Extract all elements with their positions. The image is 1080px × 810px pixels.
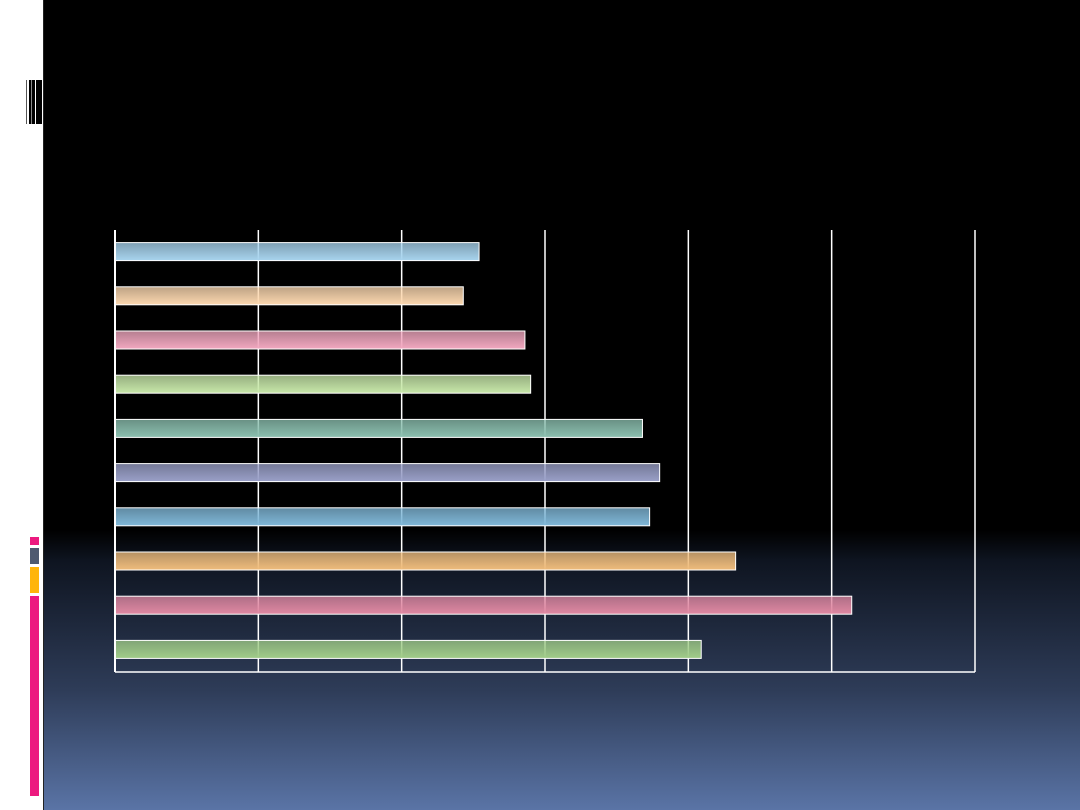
accent-bar-pink-long	[30, 596, 39, 796]
bar	[114, 242, 480, 262]
accent-block-slate	[30, 548, 39, 564]
bar	[114, 507, 651, 527]
left-sidebar-strip	[0, 0, 44, 810]
bar	[114, 639, 702, 659]
axes	[114, 230, 975, 673]
bar	[114, 551, 737, 571]
bars	[114, 242, 853, 659]
bar	[114, 374, 532, 394]
accent-block-pink-small	[30, 537, 39, 545]
accent-block-orange	[30, 567, 39, 593]
bar	[114, 286, 464, 306]
bar	[114, 595, 853, 615]
barcode-decoration	[26, 80, 42, 124]
bar	[114, 330, 526, 350]
bar	[114, 463, 661, 483]
bar	[114, 418, 643, 438]
